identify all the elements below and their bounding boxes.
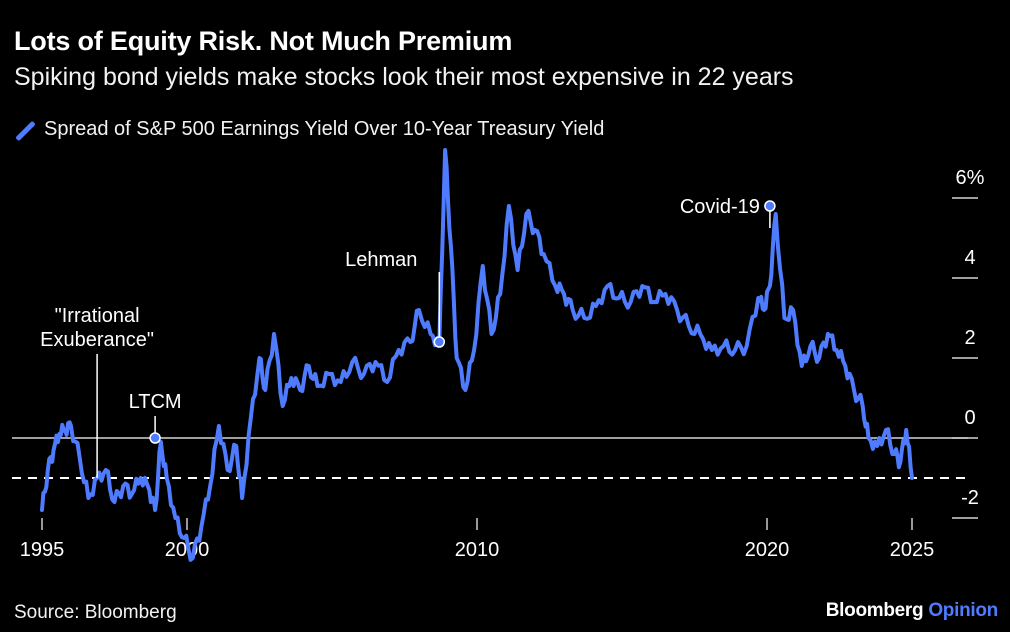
x-tick-label: 2010 (455, 539, 500, 561)
legend: Spread of S&P 500 Earnings Yield Over 10… (14, 118, 604, 141)
reference-lines (12, 437, 968, 479)
y-tick-label: 2 (964, 327, 975, 349)
y-tick-label: 6% (956, 167, 985, 189)
series-line (40, 148, 914, 562)
annotation-ltcm: LTCM (129, 391, 182, 413)
annotation-marker (149, 432, 161, 444)
annotation-irrational-1: "Irrational (55, 305, 140, 327)
brand-accent: Opinion (928, 600, 998, 621)
x-tick-label: 2025 (890, 539, 935, 561)
y-tick-label: 4 (964, 247, 975, 269)
y-axis: 6% 4 2 0 -2 (952, 167, 985, 519)
annotation-marker (433, 336, 446, 348)
series-layer (40, 148, 914, 562)
chart-title: Lots of Equity Risk. Not Much Premium (14, 26, 513, 56)
x-tick-label: 1995 (20, 539, 65, 561)
brand-logo: Bloomberg Opinion (825, 600, 999, 622)
annotation-covid: Covid-19 (680, 196, 760, 218)
y-tick-label: -2 (961, 487, 979, 509)
source-note: Source: Bloomberg (14, 602, 177, 623)
legend-label: Spread of S&P 500 Earnings Yield Over 10… (44, 118, 605, 140)
chart-subtitle: Spiking bond yields make stocks look the… (14, 63, 794, 91)
annotation-lehman: Lehman (345, 249, 417, 271)
x-tick-label: 2020 (745, 539, 790, 561)
brand-main: Bloomberg (825, 600, 924, 621)
y-tick-label: 0 (964, 407, 975, 429)
annotation-marker (764, 200, 776, 212)
x-axis: 1995 2000 2010 2020 2025 (20, 518, 935, 561)
annotation-irrational-2: Exuberance" (40, 329, 154, 351)
